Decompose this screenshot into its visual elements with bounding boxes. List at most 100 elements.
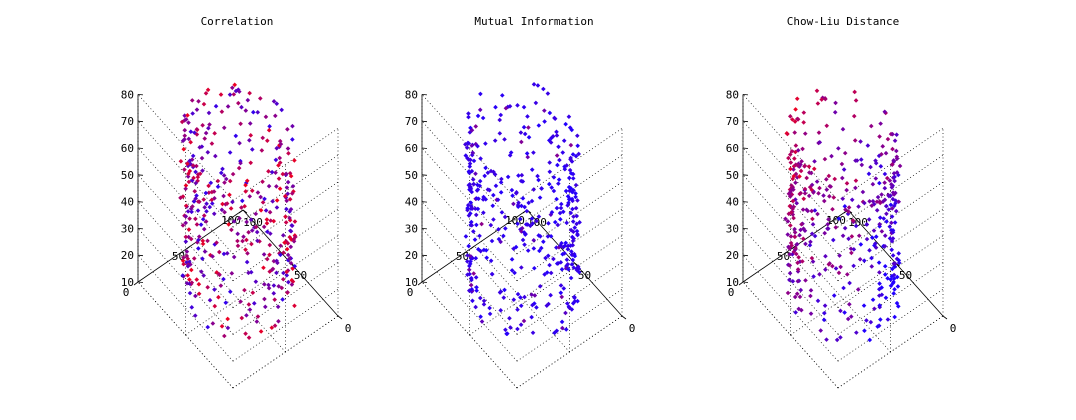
data-point [821,193,826,198]
data-point [209,201,215,206]
data-point [464,145,470,151]
data-point [842,150,848,156]
data-point [180,138,186,144]
data-point [221,276,226,282]
data-point [521,230,527,235]
data-point [254,319,260,324]
data-point [274,205,280,210]
data-point [249,241,254,247]
data-point [844,272,850,277]
data-point [874,199,880,205]
data-point [814,179,820,184]
data-point [839,175,845,181]
data-point [490,203,496,209]
grid-line [837,235,944,308]
data-point [877,293,882,298]
z-tick-label: 80 [726,88,739,101]
data-point [469,286,475,292]
data-point [871,228,877,233]
data-point [786,155,791,161]
data-point [278,141,284,147]
data-point [243,108,249,113]
data-point [566,114,572,119]
data-point [291,189,296,194]
z-tick-label: 30 [121,222,134,235]
data-point [211,211,217,217]
data-point [271,99,277,104]
data-point [568,186,574,191]
data-point [288,260,294,266]
data-point [570,152,576,157]
data-point [483,197,489,202]
data-point [468,186,474,192]
z-tick-label: 60 [405,142,418,155]
data-point [801,120,806,125]
data-point [473,171,478,177]
x-tick-label: 0 [407,286,414,299]
data-point [576,266,582,271]
z-tick-mark [421,174,428,176]
data-point [205,285,210,290]
data-point [481,298,487,304]
data-point [564,163,569,168]
data-point [551,256,556,262]
data-point [574,228,580,234]
data-point [823,267,828,272]
data-point [274,198,280,203]
data-point [290,266,295,271]
z-tick-mark [742,174,749,176]
data-point [811,274,816,279]
data-point [287,256,292,261]
data-point [556,144,561,150]
data-point [802,131,808,136]
data-point [194,163,199,169]
plot-chow-liu-distance: Chow-Liu Distance 10 20 30 40 50 60 70 80 0 50 100… [726,15,956,389]
data-point [575,231,580,237]
data-point [529,314,534,320]
data-point [233,133,239,139]
data-point [466,267,472,273]
data-point [821,198,827,204]
data-point [210,254,215,259]
data-point [192,313,198,318]
data-point [785,232,791,237]
data-point [201,213,207,218]
data-point [239,104,244,110]
data-point [185,263,191,269]
data-point [466,114,471,120]
data-point [890,253,896,258]
data-point [243,182,248,188]
data-point [260,135,266,141]
data-point [182,137,187,142]
data-point [222,209,227,215]
scatter-points [783,88,903,343]
data-point [469,223,475,228]
data-point [181,261,186,267]
data-point [787,114,793,119]
data-point [802,163,808,169]
data-point [570,206,575,212]
data-point [803,278,808,283]
z-tick-mark [421,94,428,96]
data-point [493,183,499,189]
data-point [262,196,267,202]
z-tick-label: 10 [121,276,134,289]
data-point [875,194,881,200]
data-point [281,250,286,255]
data-point [860,189,866,195]
data-point [225,325,231,331]
data-point [485,170,491,176]
z-tick-label: 80 [121,88,134,101]
data-point [565,261,571,267]
data-point [890,229,896,235]
data-point [800,146,805,152]
data-point [280,171,286,177]
scatter-points [463,82,582,337]
data-point [212,131,217,136]
data-point [508,325,513,330]
data-point [834,337,840,343]
data-point [867,248,872,253]
data-point [810,259,816,264]
data-point [525,248,531,253]
